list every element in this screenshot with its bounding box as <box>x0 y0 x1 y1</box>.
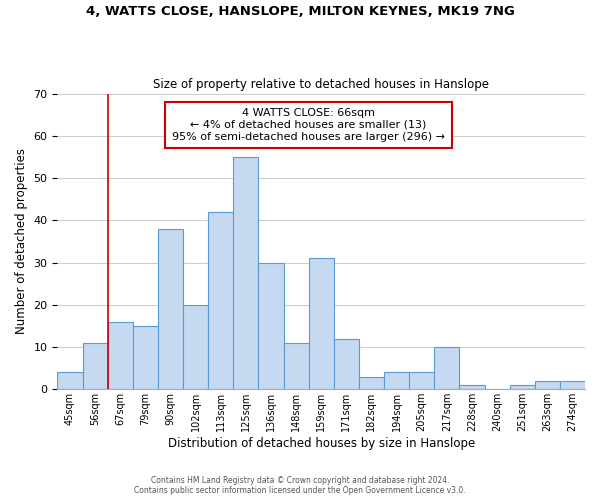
Y-axis label: Number of detached properties: Number of detached properties <box>15 148 28 334</box>
Bar <box>535 381 560 390</box>
Bar <box>284 343 308 390</box>
Text: 4, WATTS CLOSE, HANSLOPE, MILTON KEYNES, MK19 7NG: 4, WATTS CLOSE, HANSLOPE, MILTON KEYNES,… <box>86 5 514 18</box>
Bar <box>133 326 158 390</box>
Bar <box>158 228 183 390</box>
Bar <box>460 385 485 390</box>
Bar <box>359 376 384 390</box>
Bar <box>560 381 585 390</box>
Bar <box>107 322 133 390</box>
Bar <box>58 372 83 390</box>
Bar <box>233 157 259 390</box>
Bar <box>384 372 409 390</box>
Text: Contains HM Land Registry data © Crown copyright and database right 2024.
Contai: Contains HM Land Registry data © Crown c… <box>134 476 466 495</box>
Bar <box>434 347 460 390</box>
Bar <box>509 385 535 390</box>
Bar <box>334 338 359 390</box>
Text: 4 WATTS CLOSE: 66sqm
← 4% of detached houses are smaller (13)
95% of semi-detach: 4 WATTS CLOSE: 66sqm ← 4% of detached ho… <box>172 108 445 142</box>
Bar <box>83 343 107 390</box>
Title: Size of property relative to detached houses in Hanslope: Size of property relative to detached ho… <box>153 78 489 91</box>
Bar <box>259 262 284 390</box>
Bar <box>183 305 208 390</box>
Bar <box>308 258 334 390</box>
Bar <box>409 372 434 390</box>
X-axis label: Distribution of detached houses by size in Hanslope: Distribution of detached houses by size … <box>167 437 475 450</box>
Bar <box>208 212 233 390</box>
